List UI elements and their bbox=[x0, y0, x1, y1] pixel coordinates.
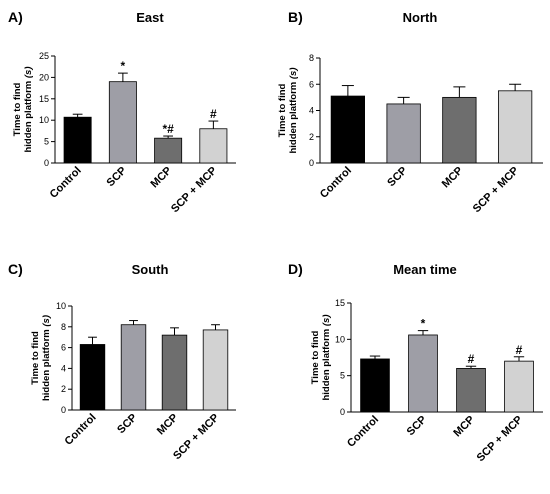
y-tick-label: 0 bbox=[309, 158, 314, 168]
y-axis-unit: (s) bbox=[288, 67, 299, 79]
y-tick-label: 6 bbox=[309, 79, 314, 89]
bar-mcp bbox=[154, 137, 183, 164]
x-category-label: SCP bbox=[385, 165, 409, 189]
bar-scp bbox=[120, 324, 147, 411]
y-tick-label: 0 bbox=[44, 158, 49, 168]
x-category-label: SCP + MCP bbox=[169, 165, 219, 215]
panel-title: South bbox=[132, 262, 169, 277]
x-category-label: Control bbox=[48, 165, 84, 201]
y-axis-label: Time to findhidden platform (s) bbox=[277, 67, 299, 153]
panel-title: North bbox=[403, 10, 438, 25]
y-tick-label: 0 bbox=[61, 405, 66, 415]
significance-marker: # bbox=[468, 352, 475, 366]
panel-title: Mean time bbox=[393, 262, 457, 277]
x-category-label: Control bbox=[345, 414, 381, 450]
panel-letter: A) bbox=[8, 9, 23, 25]
bar-mcp bbox=[456, 367, 486, 413]
y-tick-label: 10 bbox=[56, 301, 66, 311]
y-axis-label-line: hidden platform (s) bbox=[288, 67, 299, 153]
y-axis-label-line: hidden platform (s) bbox=[321, 314, 332, 400]
significance-marker: * bbox=[421, 317, 426, 331]
y-axis-label-line: Time to find bbox=[277, 83, 288, 137]
panel-letter: B) bbox=[288, 9, 303, 25]
significance-marker: # bbox=[516, 343, 523, 357]
significance-marker: *# bbox=[162, 122, 174, 136]
y-tick-label: 8 bbox=[61, 322, 66, 332]
x-category-label: SCP bbox=[115, 412, 139, 436]
x-category-label: SCP bbox=[405, 414, 429, 438]
y-tick-label: 10 bbox=[39, 115, 49, 125]
y-axis-label-line: hidden platform (s) bbox=[41, 315, 52, 401]
bar-control bbox=[79, 344, 106, 411]
y-axis-unit: (s) bbox=[321, 314, 332, 326]
x-category-label: MCP bbox=[155, 412, 181, 438]
y-axis-label-line: Time to find bbox=[30, 331, 41, 385]
y-tick-label: 2 bbox=[309, 132, 314, 142]
y-tick-label: 5 bbox=[340, 371, 345, 381]
bar-mcp bbox=[442, 96, 477, 164]
bar-control bbox=[360, 358, 390, 413]
x-category-label: SCP + MCP bbox=[475, 414, 525, 464]
chart-panel-4: D) Mean time Time to findhidden platform (… bbox=[288, 261, 543, 464]
y-axis-label: Time to findhidden platform (s) bbox=[30, 315, 52, 401]
panel-letter: D) bbox=[288, 261, 303, 277]
bar-scp-mcp bbox=[497, 90, 533, 164]
y-tick-label: 2 bbox=[61, 384, 66, 394]
chart-panel-3: C) South Time to findhidden platform (s) 0 2… bbox=[8, 261, 236, 462]
y-axis-label-line: Time to find bbox=[310, 330, 321, 384]
x-category-label: MCP bbox=[451, 414, 477, 440]
chart-panel-1: A) East Time to findhidden platform (s) 0 5 1… bbox=[8, 9, 236, 215]
significance-marker: # bbox=[210, 107, 217, 121]
x-category-label: Control bbox=[318, 165, 354, 201]
panel-title: East bbox=[136, 10, 164, 25]
bar-control bbox=[330, 95, 365, 164]
y-tick-label: 25 bbox=[39, 51, 49, 61]
bar-scp-mcp bbox=[504, 360, 534, 413]
x-category-label: MCP bbox=[148, 165, 174, 191]
x-category-label: SCP + MCP bbox=[471, 165, 521, 215]
y-tick-label: 4 bbox=[309, 106, 314, 116]
x-category-label: MCP bbox=[440, 165, 466, 191]
bar-mcp bbox=[161, 334, 188, 411]
y-axis-label-line: hidden platform (s) bbox=[23, 66, 34, 152]
y-tick-label: 5 bbox=[44, 137, 49, 147]
bar-scp bbox=[108, 81, 137, 164]
y-tick-label: 15 bbox=[39, 94, 49, 104]
bar-control bbox=[63, 116, 92, 164]
y-axis-label-line: Time to find bbox=[12, 82, 23, 136]
bar-scp bbox=[408, 334, 438, 413]
bar-scp-mcp bbox=[202, 329, 229, 411]
x-category-label: SCP bbox=[105, 165, 129, 189]
y-tick-label: 0 bbox=[340, 407, 345, 417]
y-tick-label: 6 bbox=[61, 343, 66, 353]
panel-letter: C) bbox=[8, 261, 23, 277]
y-axis-unit: (s) bbox=[41, 315, 52, 327]
significance-marker: * bbox=[121, 59, 126, 73]
y-axis-unit: (s) bbox=[23, 66, 34, 78]
chart-panel-2: B) North Time to findhidden platform (s) 0 2… bbox=[277, 9, 543, 215]
bar-scp bbox=[386, 103, 421, 164]
y-axis-label: Time to findhidden platform (s) bbox=[12, 66, 34, 152]
y-tick-label: 20 bbox=[39, 72, 49, 82]
bar-scp-mcp bbox=[199, 128, 228, 164]
y-tick-label: 8 bbox=[309, 53, 314, 63]
y-tick-label: 4 bbox=[61, 363, 66, 373]
y-axis-label: Time to findhidden platform (s) bbox=[310, 314, 332, 400]
x-category-label: Control bbox=[62, 412, 98, 448]
y-tick-label: 15 bbox=[335, 298, 345, 308]
y-tick-label: 10 bbox=[335, 334, 345, 344]
